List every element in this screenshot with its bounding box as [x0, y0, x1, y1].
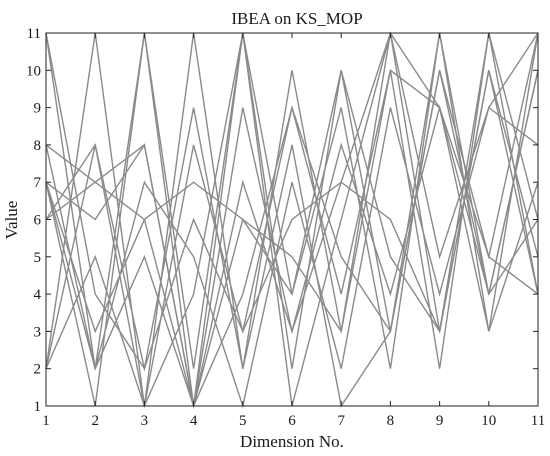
series-line-9	[45, 70, 539, 409]
x-tick-label-9: 9	[436, 413, 444, 429]
series-line-12	[45, 32, 539, 334]
y-tick-label-2: 2	[34, 362, 42, 378]
series-line-11	[45, 70, 539, 407]
series-line-10	[45, 32, 539, 409]
x-tick-label-7: 7	[337, 413, 345, 429]
series-line-6	[45, 70, 539, 407]
series-layer	[45, 31, 539, 409]
x-tick-label-5: 5	[239, 413, 247, 429]
y-tick-label-10: 10	[26, 63, 41, 79]
x-tick-label-3: 3	[141, 413, 149, 429]
x-tick-label-8: 8	[387, 413, 395, 429]
x-tick-label-11: 11	[531, 413, 545, 429]
x-tick-label-1: 1	[42, 413, 50, 429]
x-tick-label-10: 10	[481, 413, 496, 429]
y-tick-label-3: 3	[34, 324, 42, 340]
x-tick-label-2: 2	[91, 413, 99, 429]
y-tick-label-9: 9	[34, 101, 42, 117]
series-line-2	[45, 31, 539, 407]
series-line-7	[45, 32, 539, 409]
y-tick-label-11: 11	[27, 26, 41, 42]
y-axis-ticks: 1 2 3 4 5 6 7 8 9 10 11	[26, 26, 538, 415]
x-axis-ticks: 1 2 3 4 5 6 7 8 9 10 11	[42, 33, 545, 429]
y-tick-label-7: 7	[34, 175, 42, 191]
y-tick-label-6: 6	[34, 213, 42, 229]
y-tick-label-8: 8	[34, 138, 42, 154]
x-tick-label-4: 4	[190, 413, 198, 429]
y-tick-label-5: 5	[34, 250, 42, 266]
x-axis-label: Dimension No.	[240, 432, 344, 451]
y-tick-label-4: 4	[34, 287, 42, 303]
y-tick-label-1: 1	[34, 399, 42, 415]
series-line-13	[45, 32, 539, 408]
x-tick-label-6: 6	[288, 413, 296, 429]
chart-title: IBEA on KS_MOP	[231, 9, 362, 28]
y-axis-label: Value	[2, 201, 21, 240]
